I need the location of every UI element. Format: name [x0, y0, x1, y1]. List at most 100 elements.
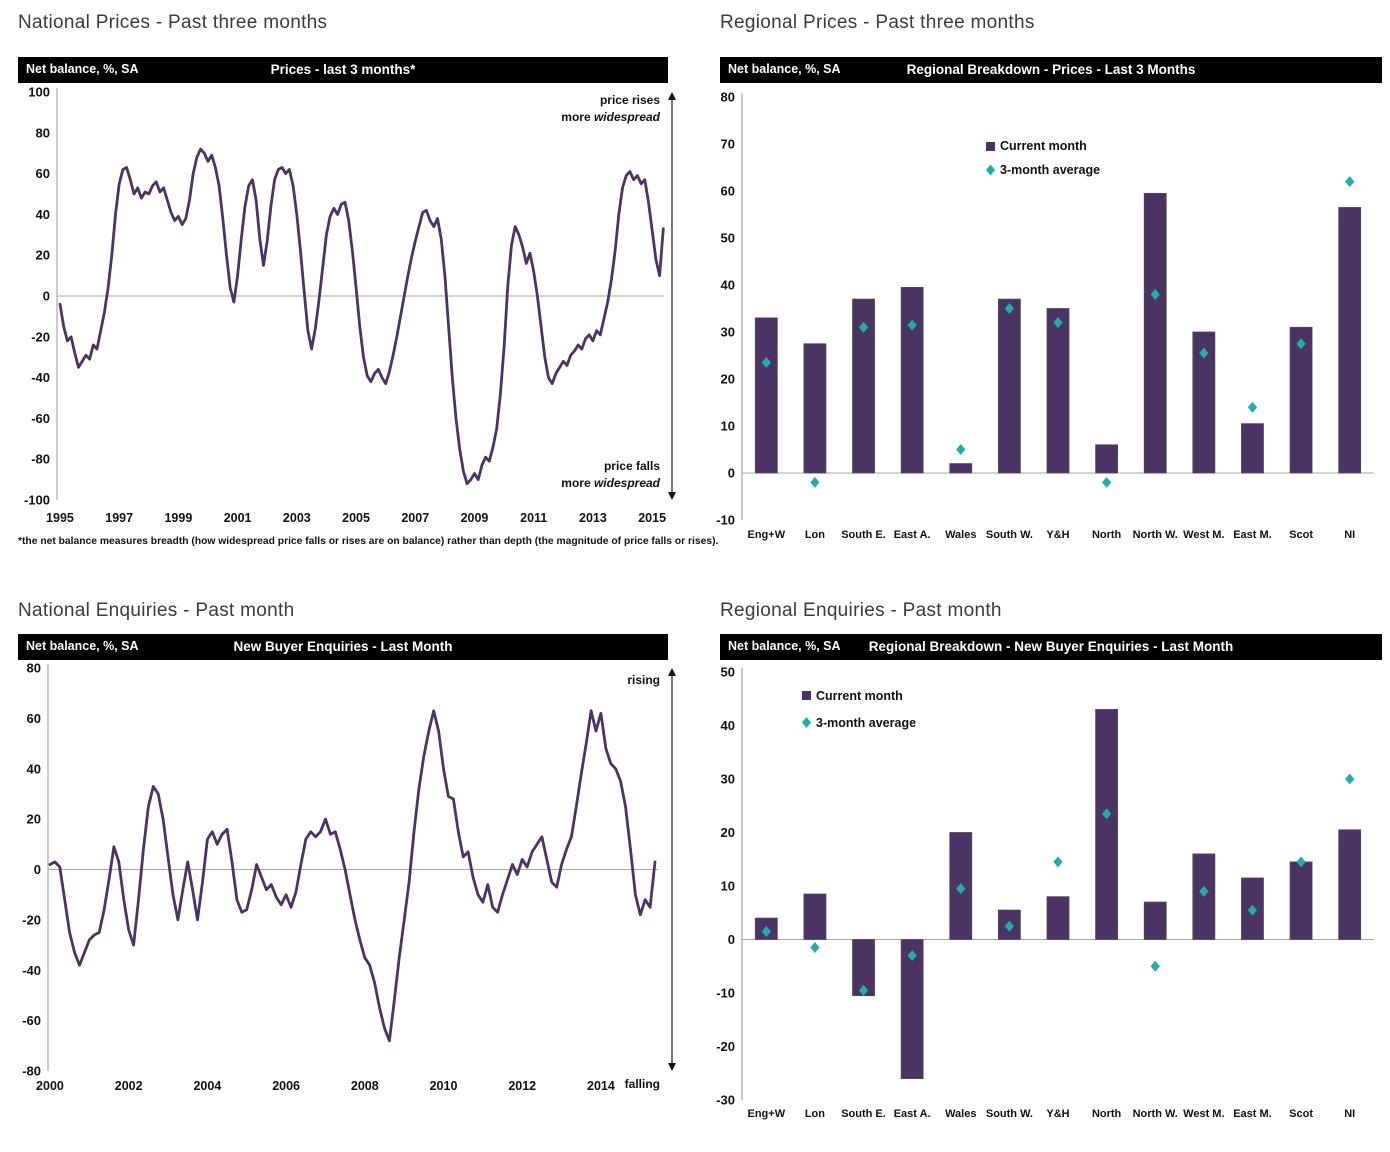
section-title-regional-enquiries: Regional Enquiries - Past month — [720, 600, 1002, 621]
svg-text:2007: 2007 — [401, 511, 429, 525]
svg-text:2012: 2012 — [508, 1079, 536, 1093]
svg-text:East A.: East A. — [894, 1108, 931, 1120]
svg-text:-80: -80 — [22, 1064, 41, 1079]
svg-text:Eng+W: Eng+W — [748, 1108, 786, 1120]
current-month-square-icon — [986, 141, 995, 151]
annotation-price-falls: price falls more widespread — [561, 458, 660, 492]
section-title-regional-prices: Regional Prices - Past three months — [720, 12, 1035, 33]
svg-text:Scot: Scot — [1289, 1108, 1313, 1120]
svg-text:2014: 2014 — [587, 1079, 615, 1093]
svg-text:North W.: North W. — [1133, 529, 1178, 541]
annotation-line: price rises — [599, 93, 660, 107]
chart-header-bar: Net balance, %, SA Prices - last 3 month… — [18, 57, 668, 83]
legend-label: Current month — [816, 688, 903, 703]
footnote: *the net balance measures breadth (how w… — [18, 536, 719, 547]
svg-text:-60: -60 — [22, 1013, 41, 1028]
legend-label: 3-month average — [816, 715, 917, 730]
annotation-line-italic: widespread — [593, 476, 660, 490]
svg-text:-20: -20 — [22, 912, 41, 927]
svg-text:Wales: Wales — [945, 1108, 976, 1120]
svg-text:NI: NI — [1344, 529, 1355, 541]
chart-regional-prices: Regional Prices - Past three months Net … — [714, 10, 1390, 586]
axis-units-label: Net balance, %, SA — [728, 639, 841, 653]
three-month-average-diamond-icon — [802, 717, 811, 728]
legend: Current month 3-month average — [802, 682, 916, 736]
svg-text:-60: -60 — [31, 411, 50, 426]
svg-text:-40: -40 — [22, 963, 41, 978]
national-prices-plot: 100 80 60 40 20 0 -20 -40 -60 -80 -100 1995 1997 1999… — [24, 86, 676, 525]
current-month-square-icon — [802, 691, 811, 700]
annotation-line: falling — [624, 1077, 660, 1091]
svg-text:20: 20 — [721, 825, 735, 840]
svg-text:1997: 1997 — [105, 511, 133, 525]
svg-text:2010: 2010 — [430, 1079, 458, 1093]
svg-text:60: 60 — [721, 184, 735, 199]
svg-text:2001: 2001 — [224, 511, 252, 525]
annotation-line: price falls — [603, 459, 660, 473]
section-title-national-enquiries: National Enquiries - Past month — [18, 600, 295, 621]
svg-text:-10: -10 — [716, 513, 735, 528]
svg-text:West M.: West M. — [1183, 1108, 1224, 1120]
svg-text:-10: -10 — [716, 986, 735, 1001]
svg-text:40: 40 — [36, 207, 50, 222]
svg-text:East A.: East A. — [894, 529, 931, 541]
chart-title: New Buyer Enquiries - Last Month — [233, 638, 453, 654]
svg-text:70: 70 — [721, 137, 735, 152]
svg-text:Wales: Wales — [945, 529, 976, 541]
annotation-falling: falling — [625, 1076, 660, 1093]
three-month-average-diamond-icon — [986, 164, 995, 176]
svg-text:Eng+W: Eng+W — [748, 529, 786, 541]
legend-label: Current month — [1000, 139, 1087, 153]
svg-text:Y&H: Y&H — [1046, 1108, 1069, 1120]
svg-text:0: 0 — [34, 862, 41, 877]
svg-text:2006: 2006 — [272, 1079, 300, 1093]
svg-text:2008: 2008 — [351, 1079, 379, 1093]
svg-text:10: 10 — [721, 419, 735, 434]
svg-text:-80: -80 — [31, 452, 50, 467]
legend-item-current-month: Current month — [802, 682, 916, 709]
svg-text:1995: 1995 — [46, 511, 74, 525]
svg-text:South E.: South E. — [841, 1108, 886, 1120]
annotation-price-rises: price rises more widespread — [561, 92, 660, 126]
svg-text:0: 0 — [43, 289, 50, 304]
legend-item-3-month-average: 3-month average — [802, 709, 916, 736]
svg-text:60: 60 — [36, 166, 50, 181]
annotation-line: more — [561, 110, 591, 124]
svg-text:2005: 2005 — [342, 511, 370, 525]
section-title-national-prices: National Prices - Past three months — [18, 12, 328, 33]
annotation-line: rising — [627, 673, 660, 687]
svg-text:Lon: Lon — [805, 529, 825, 541]
svg-text:60: 60 — [27, 711, 41, 726]
legend: Current month 3-month average — [986, 134, 1100, 182]
svg-text:10: 10 — [721, 879, 735, 894]
svg-text:West M.: West M. — [1183, 529, 1224, 541]
svg-text:20: 20 — [27, 812, 41, 827]
regional-enquiries-plot: 50 40 30 20 10 0 -10 -20 -30 Eng+W Lon South E. East… — [716, 665, 1374, 1120]
chart-national-prices: National Prices - Past three months Net … — [18, 10, 718, 586]
chart-title: Regional Breakdown - Prices - Last 3 Mon… — [906, 61, 1196, 77]
svg-text:2004: 2004 — [193, 1079, 221, 1093]
svg-text:South W.: South W. — [986, 1108, 1033, 1120]
svg-text:40: 40 — [721, 718, 735, 733]
svg-text:-40: -40 — [31, 370, 50, 385]
svg-text:North: North — [1092, 529, 1122, 541]
svg-text:North: North — [1092, 1108, 1122, 1120]
svg-text:South E.: South E. — [841, 529, 886, 541]
svg-text:North W.: North W. — [1133, 1108, 1178, 1120]
svg-text:0: 0 — [728, 932, 735, 947]
annotation-rising: rising — [627, 672, 660, 689]
chart-header-bar: Net balance, %, SA Regional Breakdown - … — [720, 57, 1382, 83]
svg-text:Lon: Lon — [805, 1108, 825, 1120]
legend-item-current-month: Current month — [986, 134, 1100, 158]
svg-text:100: 100 — [28, 86, 50, 100]
axis-units-label: Net balance, %, SA — [26, 62, 139, 76]
svg-text:East M.: East M. — [1233, 1108, 1272, 1120]
svg-text:40: 40 — [27, 761, 41, 776]
svg-text:40: 40 — [721, 278, 735, 293]
chart-title: Regional Breakdown - New Buyer Enquiries… — [868, 638, 1234, 654]
svg-text:Scot: Scot — [1289, 529, 1313, 541]
svg-text:80: 80 — [27, 662, 41, 676]
svg-text:2000: 2000 — [36, 1079, 64, 1093]
legend-item-3-month-average: 3-month average — [986, 158, 1100, 182]
